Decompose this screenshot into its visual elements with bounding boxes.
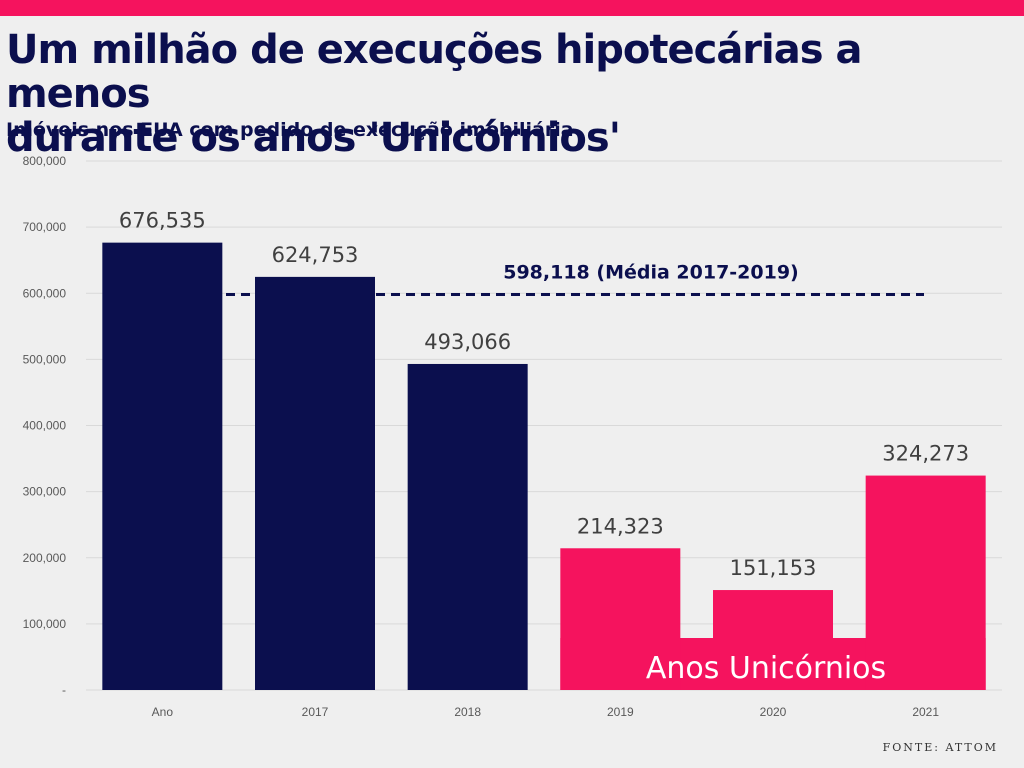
title-line-2: durante os anos 'Unicórnios' — [6, 115, 621, 161]
x-tick-label: Ano — [152, 705, 174, 719]
data-label: 493,066 — [424, 330, 511, 354]
bar — [102, 242, 223, 690]
y-tick-label: 800,000 — [23, 154, 67, 168]
x-tick-label: 2021 — [912, 705, 939, 719]
bar — [865, 475, 986, 690]
highlight-label: Anos Unicórnios — [646, 651, 886, 686]
bar — [560, 548, 681, 690]
bar — [713, 590, 833, 690]
data-label: 214,323 — [577, 514, 664, 538]
bar — [407, 363, 528, 690]
x-tick-label: 2019 — [607, 705, 634, 719]
page-subtitle: Imóveis nos EUA com pedido de execução i… — [6, 119, 574, 141]
source-note: FONTE: ATTOM — [882, 741, 998, 754]
y-tick-label: 400,000 — [23, 419, 67, 433]
data-label: 624,753 — [272, 243, 359, 267]
y-tick-label: 300,000 — [23, 485, 67, 499]
x-tick-label: 2018 — [454, 705, 481, 719]
y-tick-label: 100,000 — [23, 617, 67, 631]
y-tick-label: 700,000 — [23, 220, 67, 234]
data-label: 676,535 — [119, 209, 206, 233]
bar — [255, 276, 375, 690]
title-line-1: Um milhão de execuções hipotecárias a me… — [6, 27, 862, 117]
top-accent-bar — [0, 0, 1024, 16]
x-tick-label: 2020 — [760, 705, 787, 719]
data-label: 151,153 — [730, 556, 817, 580]
data-label: 324,273 — [882, 442, 969, 466]
page-title: Um milhão de execuções hipotecárias a me… — [6, 28, 1016, 160]
y-tick-label: 600,000 — [23, 286, 67, 300]
y-tick-label: 200,000 — [23, 551, 67, 565]
y-tick-label: - — [62, 683, 66, 697]
x-tick-label: 2017 — [302, 705, 329, 719]
y-tick-label: 500,000 — [23, 352, 67, 366]
reference-line-label: 598,118 (Média 2017-2019) — [503, 261, 799, 283]
